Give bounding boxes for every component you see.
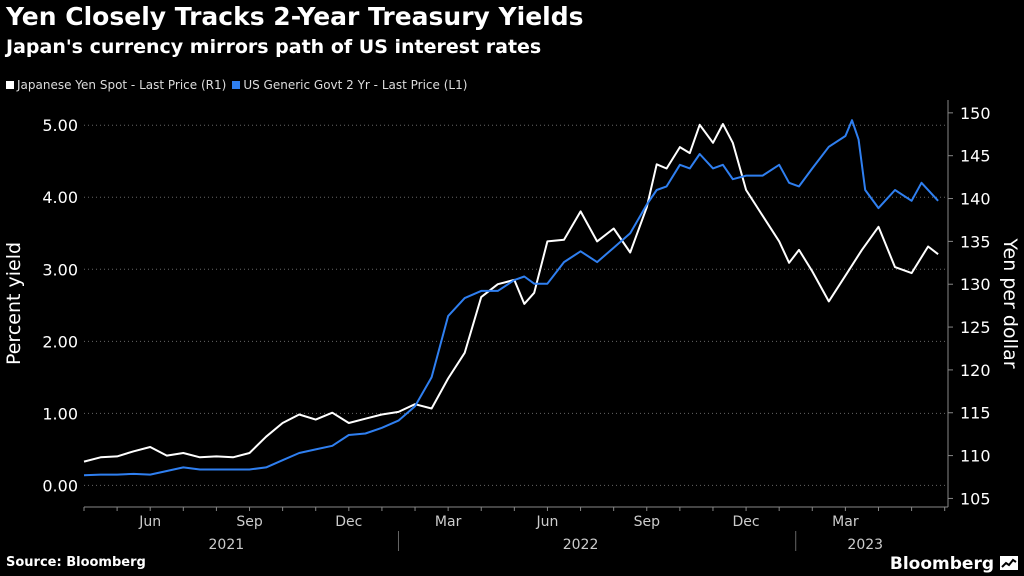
legend-swatch-yen — [6, 81, 14, 89]
x-tick-label: Sep — [236, 514, 263, 530]
y-left-tick-label: 2.00 — [42, 332, 78, 351]
brand-logo-icon — [1000, 556, 1018, 570]
legend-entry-yen: Japanese Yen Spot - Last Price (R1) — [6, 78, 226, 92]
x-tick-label: Jun — [138, 514, 161, 530]
x-tick-label: Jun — [536, 514, 559, 530]
y-left-tick-label: 1.00 — [42, 404, 78, 423]
y-right-tick-label: 120 — [960, 361, 991, 380]
y-left-tick-label: 3.00 — [42, 260, 78, 279]
y-right-tick-label: 110 — [960, 447, 991, 466]
x-tick-label: Dec — [733, 514, 760, 530]
y-right-tick-label: 125 — [960, 318, 991, 337]
y-left-tick-label: 4.00 — [42, 188, 78, 207]
series-line-us2yr — [83, 119, 939, 477]
year-label: 2021 — [209, 537, 245, 553]
series-line-yen — [83, 123, 939, 463]
x-tick-label: Dec — [335, 514, 362, 530]
x-tick-label: Mar — [832, 514, 859, 530]
source-note: Source: Bloomberg — [6, 555, 146, 570]
year-label: 2022 — [563, 537, 599, 553]
y-right-tick-label: 135 — [960, 232, 991, 251]
x-tick-label: Sep — [634, 514, 661, 530]
y-right-tick-label: 140 — [960, 190, 991, 209]
legend-entry-us2yr: US Generic Govt 2 Yr - Last Price (L1) — [232, 78, 467, 92]
chart-subtitle: Japan's currency mirrors path of US inte… — [6, 36, 542, 58]
y-right-tick-label: 130 — [960, 275, 991, 294]
y-left-tick-label: 5.00 — [42, 116, 78, 135]
legend: Japanese Yen Spot - Last Price (R1) US G… — [6, 78, 467, 92]
legend-swatch-us2yr — [232, 81, 241, 89]
y-right-tick-label: 145 — [960, 147, 991, 166]
y-left-axis-title: Percent yield — [3, 242, 25, 365]
legend-label-yen: Japanese Yen Spot - Last Price (R1) — [17, 78, 227, 92]
year-label: 2023 — [847, 537, 883, 553]
x-tick-label: Mar — [435, 514, 462, 530]
y-right-tick-label: 150 — [960, 104, 991, 123]
y-right-tick-label: 115 — [960, 404, 991, 423]
y-right-tick-label: 105 — [960, 489, 991, 508]
y-left-tick-label: 0.00 — [42, 476, 78, 495]
y-right-axis-title: Yen per dollar — [999, 237, 1021, 368]
legend-label-us2yr: US Generic Govt 2 Yr - Last Price (L1) — [243, 78, 468, 92]
brand-name: Bloomberg — [889, 554, 994, 574]
chart-title: Yen Closely Tracks 2-Year Treasury Yield… — [6, 2, 584, 31]
